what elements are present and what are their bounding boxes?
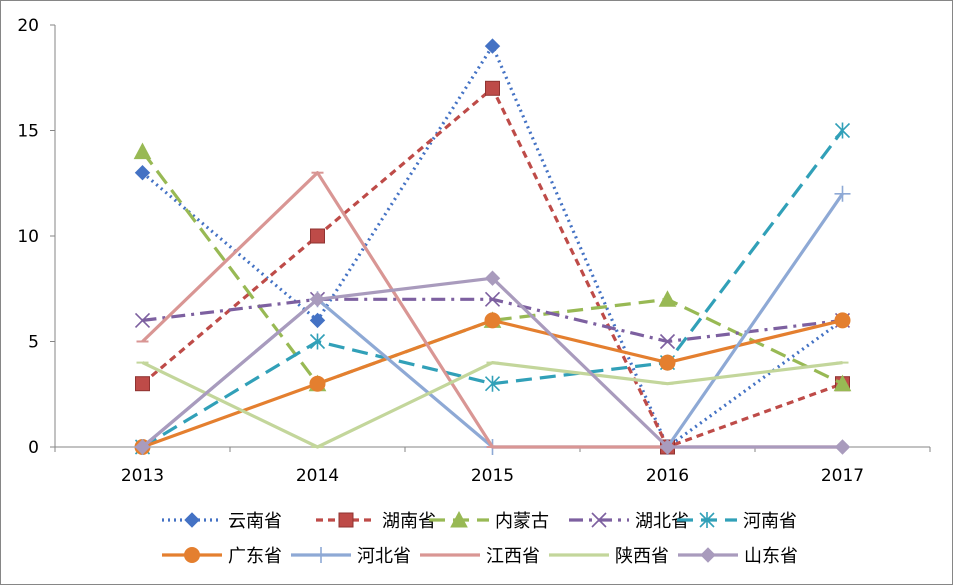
legend-entry: 江西省 <box>420 546 540 567</box>
data-point <box>659 333 676 350</box>
legend-label: 内蒙古 <box>495 511 549 532</box>
legend-label: 河北省 <box>357 546 411 567</box>
series-2 <box>135 80 850 455</box>
data-point <box>834 312 851 329</box>
legend-marker <box>313 547 329 563</box>
x-tick-label: 2013 <box>121 466 164 486</box>
data-point <box>134 164 151 181</box>
legend-label: 广东省 <box>228 546 282 567</box>
legend-label: 江西省 <box>486 546 540 567</box>
data-point <box>133 142 152 160</box>
data-point <box>309 312 326 329</box>
y-tick-label: 5 <box>28 333 39 353</box>
data-point <box>485 80 500 96</box>
legend-label: 云南省 <box>228 511 282 532</box>
series-line <box>141 44 844 449</box>
data-point <box>834 122 851 139</box>
series-10 <box>134 270 851 455</box>
legend-entry: 广东省 <box>162 546 282 567</box>
data-point <box>484 270 501 286</box>
y-tick-label: 0 <box>28 438 39 458</box>
legend-entry: 湖北省 <box>569 511 689 532</box>
legend-label: 陕西省 <box>615 546 669 567</box>
legend-entry: 河南省 <box>677 511 797 532</box>
data-point <box>658 290 677 307</box>
legend-entry: 陕西省 <box>549 546 669 567</box>
legend-entry: 内蒙古 <box>429 510 549 532</box>
legend-marker <box>700 547 716 563</box>
data-point <box>310 228 325 244</box>
legend-label: 湖南省 <box>382 511 436 532</box>
data-point <box>659 439 676 455</box>
series-9 <box>136 361 849 449</box>
y-tick-label: 15 <box>17 122 39 142</box>
series-8 <box>136 171 849 449</box>
data-point <box>134 439 151 455</box>
legend-label: 湖北省 <box>635 511 689 532</box>
legend-label: 河南省 <box>743 511 797 532</box>
series-5 <box>134 122 851 455</box>
data-point <box>659 354 676 371</box>
data-point <box>309 291 326 308</box>
data-point <box>484 291 501 307</box>
legend-marker <box>184 547 200 563</box>
y-tick-label: 10 <box>17 227 39 247</box>
series-line <box>141 361 843 449</box>
axes: 0 5 10 15 20 2013 2014 2015 2016 2017 <box>17 16 931 486</box>
series-group <box>133 38 852 455</box>
legend-entry: 山东省 <box>678 546 798 567</box>
x-tick-label: 2017 <box>821 466 864 486</box>
data-point <box>135 376 150 392</box>
y-tick-label: 20 <box>17 16 39 36</box>
legend-marker <box>450 510 468 528</box>
x-tick-label: 2016 <box>646 466 689 486</box>
data-point <box>484 312 501 329</box>
series-6 <box>134 312 851 455</box>
legend-marker <box>338 512 354 528</box>
legend-marker <box>591 512 607 528</box>
legend-entry: 河北省 <box>291 546 411 567</box>
legend-entry: 云南省 <box>162 511 282 532</box>
x-tick-label: 2014 <box>296 466 339 486</box>
x-tick-label: 2015 <box>471 466 514 486</box>
data-point <box>484 375 501 392</box>
data-point <box>834 185 851 202</box>
data-point <box>134 312 151 328</box>
legend-entry: 湖南省 <box>316 511 436 532</box>
data-point <box>309 375 326 392</box>
legend-label: 山东省 <box>744 546 798 567</box>
series-line <box>141 171 843 449</box>
data-point <box>834 439 851 455</box>
data-point <box>484 38 501 54</box>
legend-marker <box>699 512 715 528</box>
series-3 <box>133 142 852 392</box>
data-point <box>833 374 852 392</box>
legend-marker <box>184 512 200 528</box>
data-point <box>309 333 326 350</box>
